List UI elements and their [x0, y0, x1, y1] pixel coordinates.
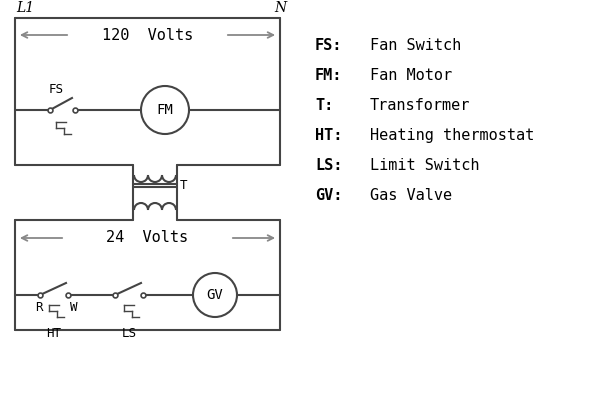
Text: FS: FS [49, 83, 64, 96]
Text: Fan Motor: Fan Motor [370, 68, 452, 83]
Text: HT: HT [47, 327, 61, 340]
Text: GV: GV [206, 288, 224, 302]
Text: LS:: LS: [315, 158, 342, 173]
Text: N: N [274, 1, 286, 15]
Text: Transformer: Transformer [370, 98, 470, 113]
Text: FM: FM [156, 103, 173, 117]
Text: 120  Volts: 120 Volts [102, 28, 193, 42]
Text: 24  Volts: 24 Volts [106, 230, 189, 246]
Text: W: W [70, 301, 77, 314]
Text: Gas Valve: Gas Valve [370, 188, 452, 203]
Text: Limit Switch: Limit Switch [370, 158, 480, 173]
Text: T:: T: [315, 98, 333, 113]
Text: GV:: GV: [315, 188, 342, 203]
Text: L1: L1 [16, 1, 34, 15]
Text: T: T [180, 179, 188, 192]
Text: LS: LS [122, 327, 136, 340]
Text: FS:: FS: [315, 38, 342, 53]
Text: Fan Switch: Fan Switch [370, 38, 461, 53]
Text: Heating thermostat: Heating thermostat [370, 128, 535, 143]
Text: FM:: FM: [315, 68, 342, 83]
Text: HT:: HT: [315, 128, 342, 143]
Text: R: R [35, 301, 42, 314]
